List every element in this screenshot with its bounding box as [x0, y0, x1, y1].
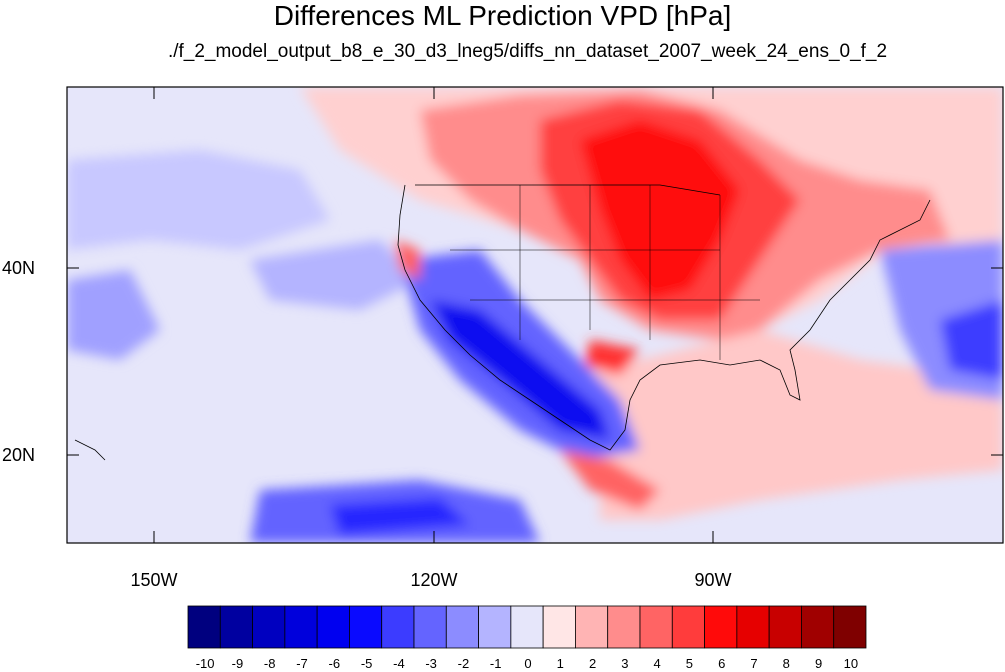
colorbar	[187, 605, 867, 649]
field-positive-california	[395, 240, 420, 280]
colorbar-box	[575, 605, 609, 649]
colorbar-tick-label: 7	[750, 656, 758, 671]
colorbar-box	[542, 605, 576, 649]
field-negative-atlantic-core	[940, 300, 1003, 380]
colorbar-box	[219, 605, 253, 649]
colorbar-box	[639, 605, 673, 649]
colorbar-tick-label: -9	[231, 656, 244, 671]
axis-ticks	[67, 87, 1003, 543]
colorbar-box	[671, 605, 705, 649]
colorbar-tick-label: 3	[621, 656, 629, 671]
plot-subtitle: ./f_2_model_output_b8_e_30_d3_lneg5/diff…	[167, 41, 888, 62]
colorbar-box	[284, 605, 318, 649]
us-canada-border	[415, 184, 721, 196]
colorbar-tick-label: 10	[843, 656, 859, 671]
coastlines	[74, 184, 931, 461]
colorbar-tick-label: 9	[814, 656, 823, 671]
colorbar-tick-label: 1	[556, 656, 564, 671]
colorbar-tick-label: -6	[328, 656, 341, 671]
colorbar-box	[801, 605, 835, 649]
field-positive-texas	[585, 340, 640, 375]
colorbar-box	[252, 605, 286, 649]
colorbar-tick-label: 2	[588, 656, 597, 671]
colorbar-tick-label: -7	[296, 656, 308, 671]
field-negative-mexico-core	[430, 300, 610, 440]
colorbar-tick-label: -4	[393, 656, 405, 671]
colorbar-tick-label: -1	[489, 656, 502, 671]
colorbar-tick-label: -3	[425, 656, 437, 671]
colorbar-tick-label: 4	[653, 656, 661, 671]
field-negative-tropical-core	[330, 498, 470, 535]
plot-title: Differences ML Prediction VPD [hPa]	[273, 0, 732, 31]
colorbar-box	[768, 605, 802, 649]
colorbar-tick-label: 8	[782, 656, 790, 671]
field-negative-pacific-west	[67, 270, 160, 360]
field-positive-gulf-caribbean	[560, 330, 1003, 520]
colorbar-box	[736, 605, 770, 649]
lon-label-90w: 90W	[694, 570, 732, 590]
colorbar-box	[478, 605, 512, 649]
colorbar-tick-label: -8	[263, 656, 276, 671]
colorbar-tick-label: 5	[685, 656, 693, 671]
colorbar-tick-label: 6	[718, 656, 726, 671]
hawaii-islands	[74, 439, 106, 461]
lon-label-120w: 120W	[410, 570, 458, 590]
colorbar-tick-label: -10	[195, 656, 215, 671]
state-boundaries	[450, 185, 760, 360]
lat-label-40n: 40N	[2, 258, 36, 278]
field-positive-central-america	[560, 450, 660, 510]
colorbar-tick-label: -2	[457, 656, 470, 671]
lat-label-20n: 20N	[2, 445, 36, 465]
colorbar-box	[381, 605, 415, 649]
colorbar-tick-label: 0	[524, 656, 532, 671]
colorbar-box	[445, 605, 479, 649]
colorbar-box	[316, 605, 350, 649]
colorbar-box	[187, 605, 221, 649]
field-positive-core	[580, 120, 740, 300]
lon-label-150w: 150W	[130, 570, 178, 590]
colorbar-tick-label: -5	[360, 656, 373, 671]
field-negative-pacific-mid	[250, 240, 420, 310]
colorbar-box	[349, 605, 383, 649]
colorbar-box	[413, 605, 447, 649]
map-field	[67, 87, 1003, 543]
colorbar-box	[833, 605, 867, 649]
map-frame	[66, 86, 1004, 544]
colorbar-box	[510, 605, 544, 649]
colorbar-box	[704, 605, 738, 649]
colorbar-box	[607, 605, 641, 649]
field-negative-pacific-north	[67, 150, 330, 250]
north-america-coastline	[397, 184, 931, 451]
